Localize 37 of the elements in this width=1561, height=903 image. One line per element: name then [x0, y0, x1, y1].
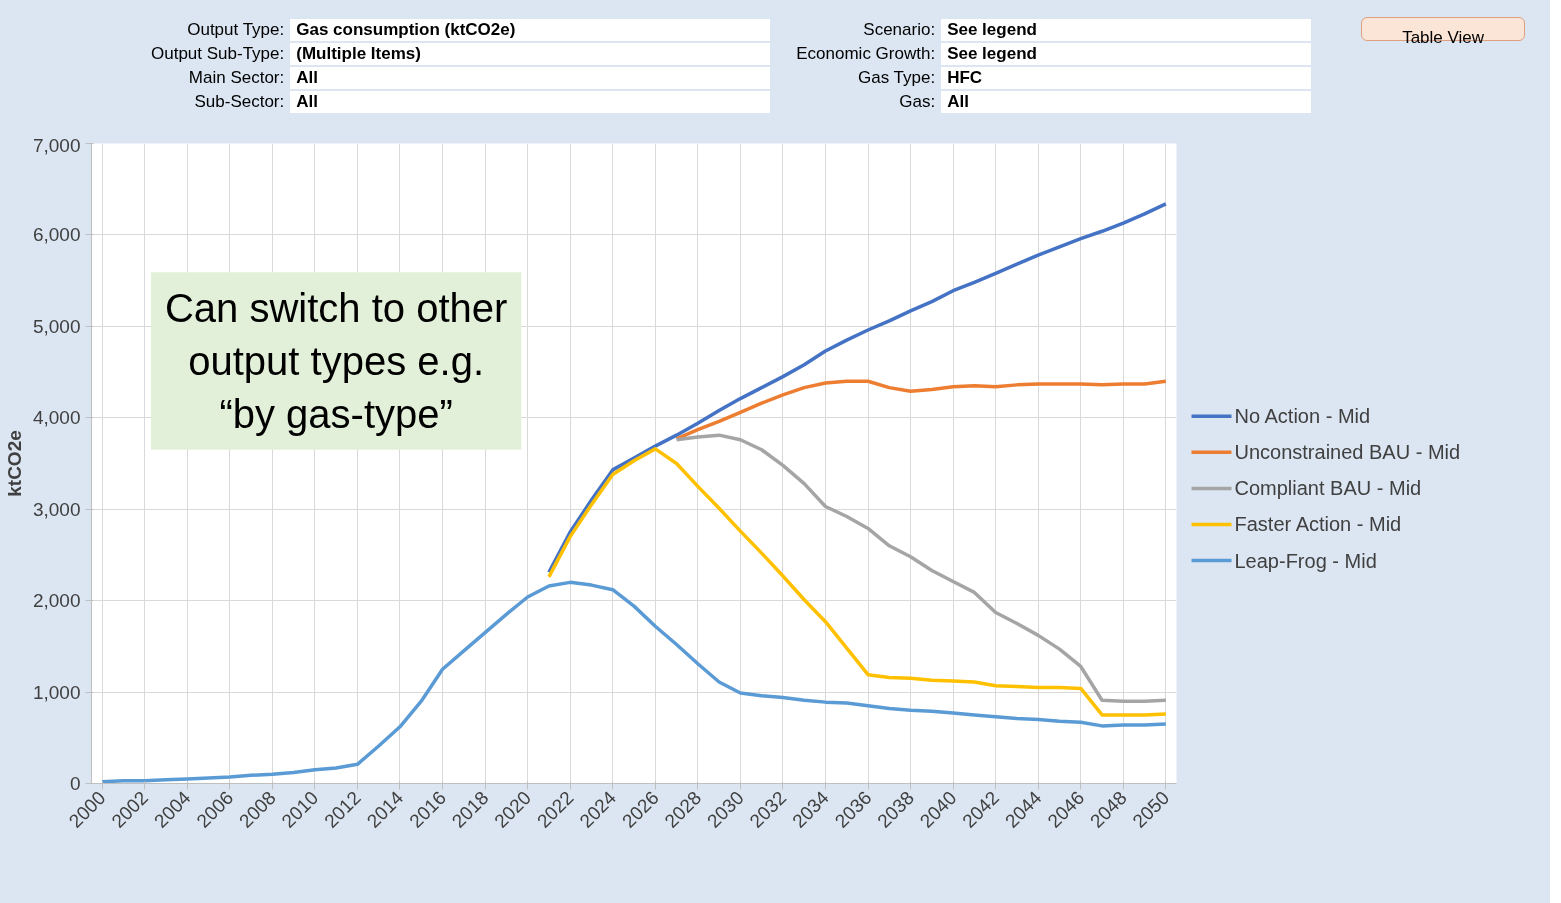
text: HFC	[941, 67, 1312, 89]
line-series	[547, 447, 1168, 717]
legend-label: No Action - Mid	[1234, 405, 1371, 428]
y-axis-title: ktCO2e	[3, 430, 25, 497]
y-tick-label: 1,000	[32, 681, 81, 703]
text: All	[290, 91, 771, 113]
y-tick-label: 7,000	[32, 134, 81, 156]
y-tick-label: 2,000	[32, 590, 81, 612]
text: Economic Growth:	[795, 43, 937, 65]
annotation: Can switch to other output types e.g. “by gas-type”	[164, 286, 508, 436]
text: See legend	[941, 43, 1312, 65]
text: Gas:	[898, 91, 937, 113]
text: Gas Type:	[856, 67, 937, 89]
text: (Multiple Items)	[290, 43, 771, 65]
legend-label: Compliant BAU - Mid	[1234, 477, 1422, 500]
text: All	[290, 67, 771, 89]
line-series	[674, 379, 1168, 441]
line-series	[674, 433, 1168, 703]
text: Output Sub-Type:	[150, 43, 286, 65]
text: Sub-Sector:	[193, 91, 286, 113]
y-tick-label: 5,000	[32, 315, 81, 337]
y-tick-label: 4,000	[32, 407, 81, 429]
y-tick-label: 6,000	[32, 224, 81, 246]
line-series	[547, 202, 1168, 575]
text: Table View	[1401, 27, 1486, 47]
text: Main Sector:	[187, 67, 286, 89]
text: See legend	[941, 19, 1312, 41]
legend-label: Leap-Frog - Mid	[1234, 549, 1377, 572]
line-series	[100, 580, 1168, 784]
y-tick-label: 0	[69, 773, 81, 794]
text: Scenario:	[862, 19, 937, 41]
legend-label: Unconstrained BAU - Mid	[1234, 441, 1461, 464]
y-tick-label: 3,000	[32, 498, 81, 520]
text: Output Type:	[186, 19, 286, 41]
legend-label: Faster Action - Mid	[1234, 513, 1402, 536]
text: All	[941, 91, 1312, 113]
text: Gas consumption (ktCO2e)	[290, 19, 771, 41]
